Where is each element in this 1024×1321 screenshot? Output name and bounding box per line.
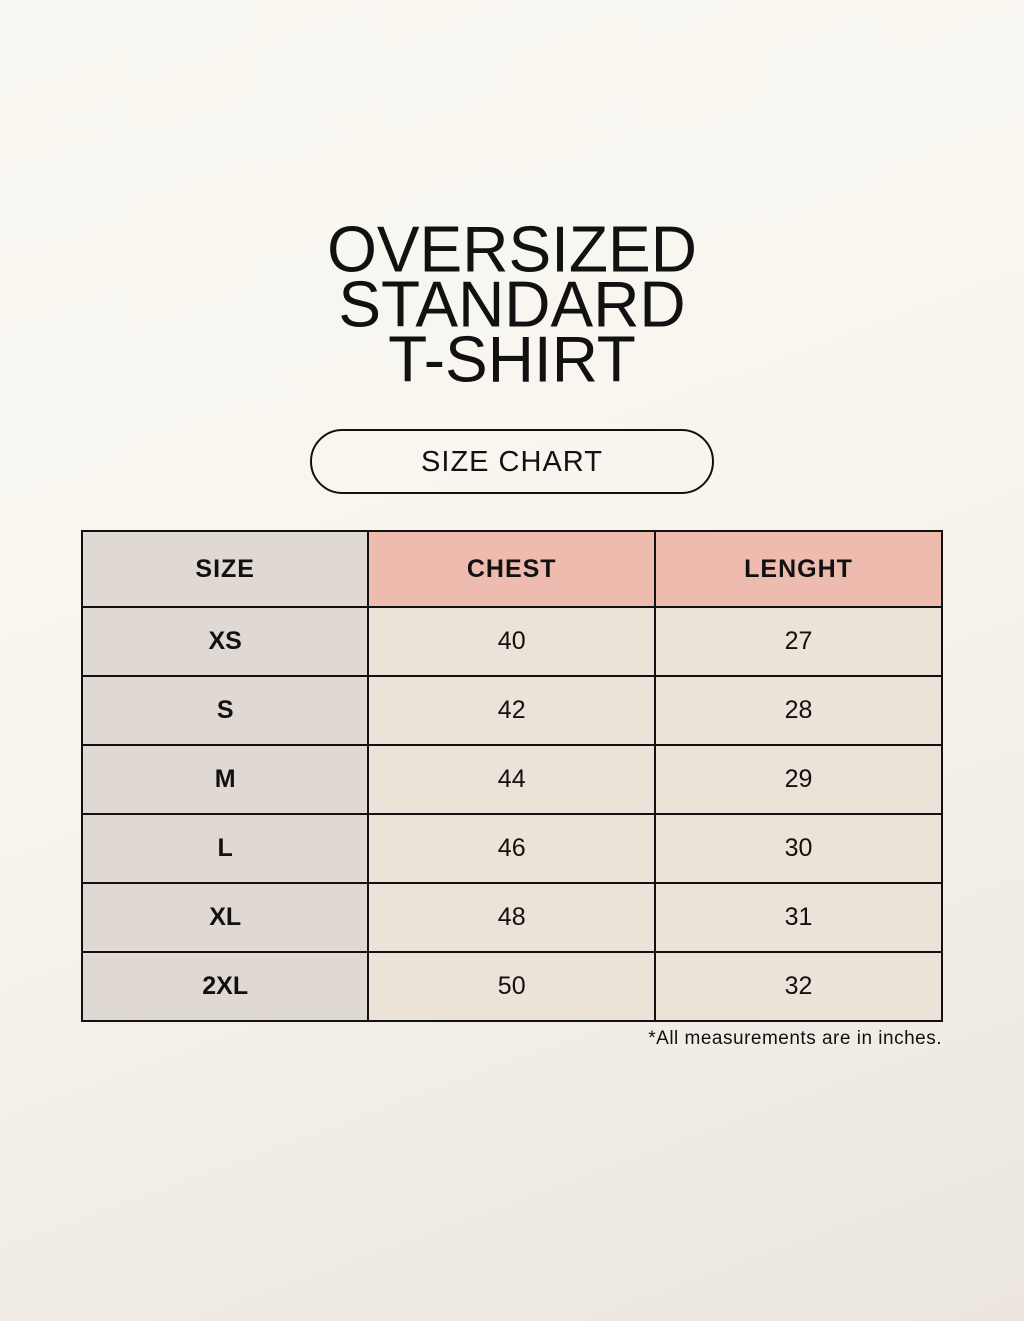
- table-row: M 44 29: [80, 744, 943, 815]
- size-cell: S: [80, 675, 370, 746]
- title-line: T-SHIRT: [388, 322, 636, 396]
- measurement-note: *All measurements are in inches.: [648, 1028, 942, 1049]
- title-line: OVERSIZED: [327, 212, 697, 286]
- length-cell: 32: [654, 951, 943, 1022]
- chest-cell: 46: [367, 813, 657, 884]
- chest-cell: 42: [367, 675, 657, 746]
- length-cell: 30: [654, 813, 943, 884]
- size-cell: L: [80, 813, 370, 884]
- length-cell: 29: [654, 744, 943, 815]
- length-cell: 28: [654, 675, 943, 746]
- length-cell: 31: [654, 882, 943, 953]
- size-cell: M: [80, 744, 370, 815]
- table-header-row: SIZE CHEST LENGHT: [80, 530, 943, 608]
- size-cell: XL: [80, 882, 370, 953]
- table-row: L 46 30: [80, 813, 943, 884]
- chest-cell: 50: [367, 951, 657, 1022]
- chest-cell: 40: [367, 606, 657, 677]
- table-row: XS 40 27: [80, 606, 943, 677]
- table-row: XL 48 31: [80, 882, 943, 953]
- size-table: SIZE CHEST LENGHT XS 40 27 S 42 28 M 44 29 L 46 30 X…: [80, 530, 943, 1022]
- size-cell: 2XL: [80, 951, 370, 1022]
- chest-cell: 44: [367, 744, 657, 815]
- chest-cell: 48: [367, 882, 657, 953]
- header-length: LENGHT: [654, 530, 943, 608]
- table-row: 2XL 50 32: [80, 951, 943, 1022]
- size-chart-badge: SIZE CHART: [310, 429, 714, 494]
- title-line: STANDARD: [338, 267, 686, 341]
- length-cell: 27: [654, 606, 943, 677]
- table-row: S 42 28: [80, 675, 943, 746]
- header-size: SIZE: [80, 530, 370, 608]
- header-chest: CHEST: [367, 530, 657, 608]
- page-title: OVERSIZED STANDARD T-SHIRT: [0, 212, 1024, 396]
- size-cell: XS: [80, 606, 370, 677]
